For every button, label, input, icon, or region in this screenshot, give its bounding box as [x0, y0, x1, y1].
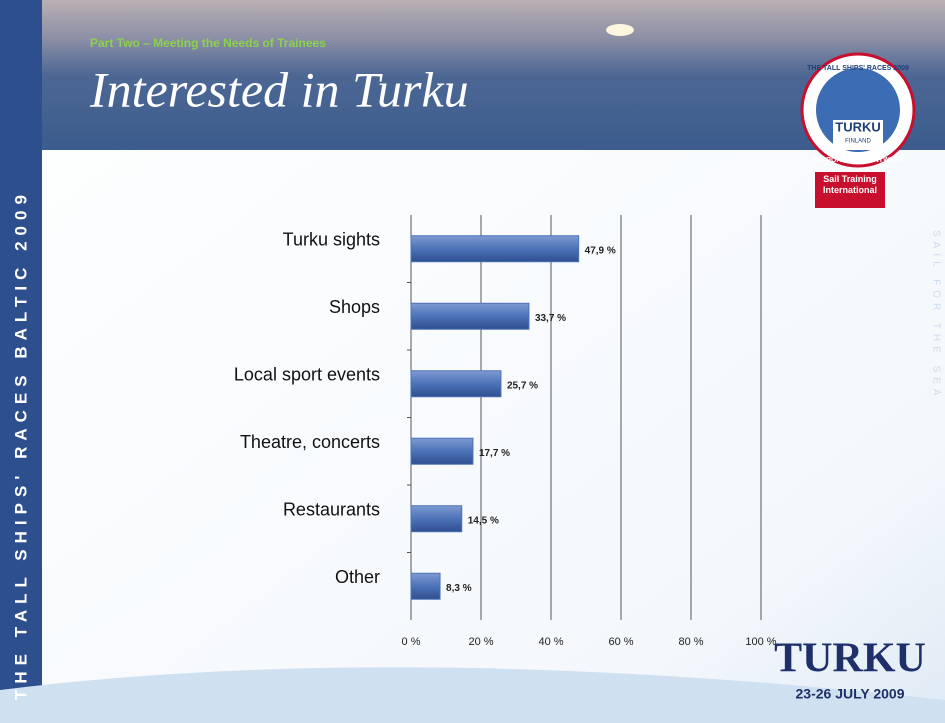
sun	[606, 24, 634, 36]
x-tick-label: 40 %	[538, 636, 563, 648]
value-label: 25,7 %	[507, 380, 538, 391]
bar	[411, 438, 473, 464]
subtitle: Part Two – Meeting the Needs of Trainees	[90, 36, 326, 50]
bar	[411, 371, 501, 397]
value-label: 33,7 %	[535, 313, 566, 324]
logo-ring-text: THE TALL SHIPS' RACES 2009	[807, 65, 909, 72]
bar	[411, 506, 462, 532]
right-text: SAIL FOR THE SEA	[930, 230, 941, 401]
y-tick-label: Local sport events	[234, 365, 380, 385]
x-tick-label: 100 %	[745, 636, 776, 648]
footer-city: TURKU	[774, 636, 926, 682]
y-tick-label: Shops	[329, 297, 380, 317]
side-text: THE TALL SHIPS' RACES BALTIC 2009	[11, 189, 30, 700]
footer-dates: 23-26 JULY 2009	[796, 686, 905, 702]
logo-org-box: Sail Training International	[815, 174, 885, 208]
slide: THE TALL SHIPS' RACES BALTIC 2009 SAIL F…	[0, 0, 945, 723]
x-tick-label: 0 %	[402, 636, 421, 648]
logo-country: FINLAND	[845, 139, 871, 145]
y-tick-label: Other	[335, 567, 380, 587]
value-label: 47,9 %	[585, 245, 616, 256]
bar	[411, 573, 440, 599]
logo-city: TURKU	[835, 119, 881, 134]
y-tick-label: Turku sights	[283, 230, 380, 250]
logo-support: SUPPORTED BY ANTWERP	[812, 157, 905, 164]
value-label: 14,5 %	[468, 515, 499, 526]
value-label: 8,3 %	[446, 583, 472, 594]
title: Interested in Turku	[89, 61, 469, 117]
x-tick-label: 80 %	[678, 636, 703, 648]
logo-org: Sail Training International	[815, 174, 885, 196]
bar	[411, 236, 579, 262]
bar	[411, 303, 529, 329]
x-tick-label: 20 %	[468, 636, 493, 648]
y-tick-label: Restaurants	[283, 500, 380, 520]
x-tick-label: 60 %	[608, 636, 633, 648]
y-tick-label: Theatre, concerts	[240, 432, 380, 452]
value-label: 17,7 %	[479, 448, 510, 459]
